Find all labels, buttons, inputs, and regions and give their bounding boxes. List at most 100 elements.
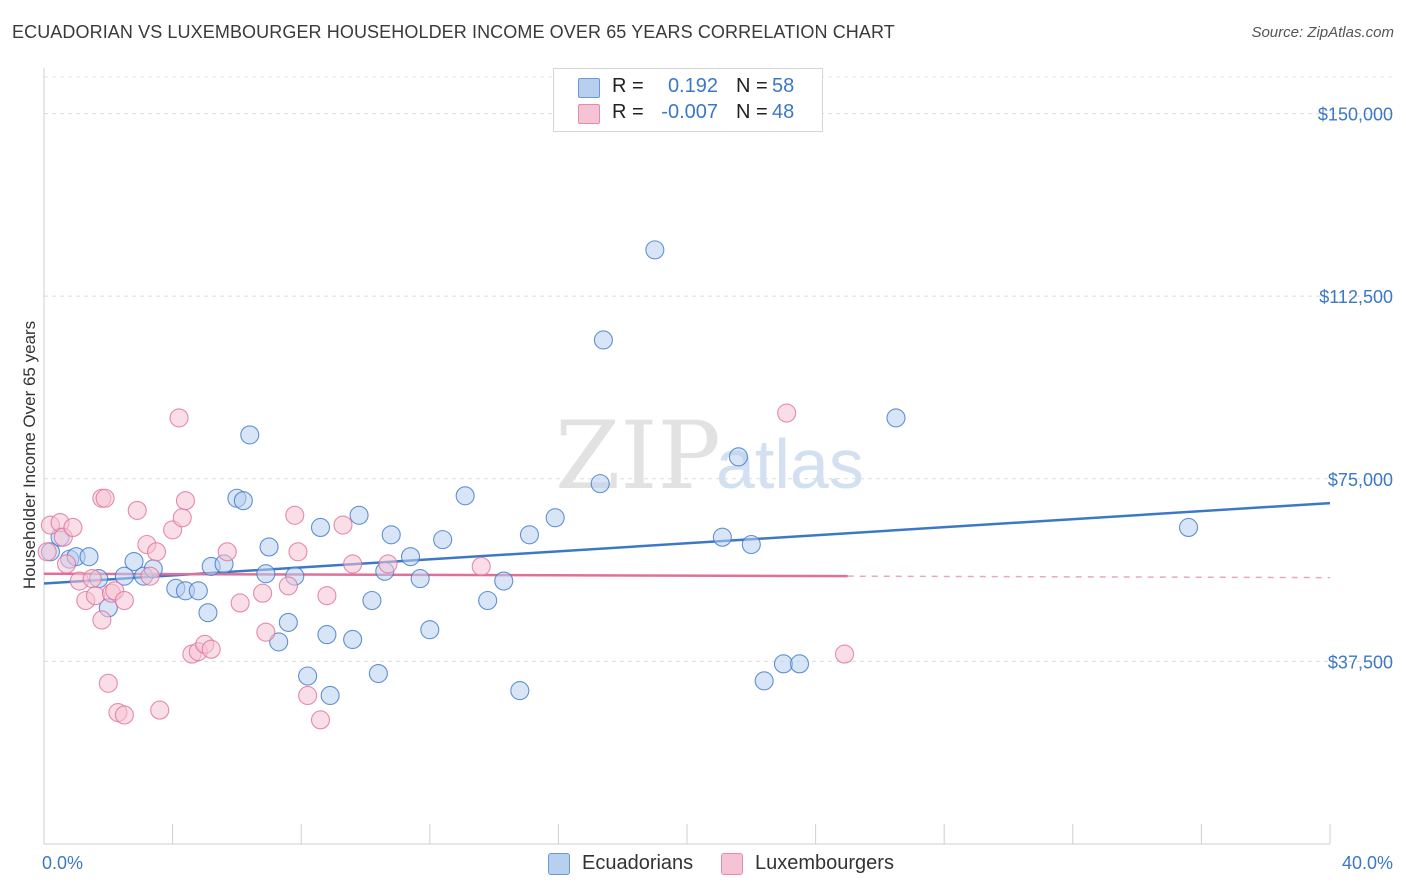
luxembourger-point [256, 622, 276, 642]
ecuadorian-point [368, 664, 388, 684]
legend-n-value: 48 [772, 101, 795, 123]
luxembourger-point [146, 542, 167, 562]
luxembourger-point [95, 488, 115, 508]
luxembourger-point [298, 685, 318, 706]
luxembourger-point [98, 673, 118, 693]
ecuadorian-point [728, 447, 748, 467]
luxembourger-point [82, 569, 102, 589]
ecuadorian-point [198, 603, 218, 623]
ecuadorian-trend-line [43, 501, 1331, 585]
luxembourger-point [175, 491, 196, 511]
y-tick-label: $37,500 [1328, 652, 1393, 672]
ecuadorian-point [789, 654, 810, 674]
y-tick-label: $150,000 [1318, 105, 1393, 125]
x-tick-label: 40.0% [1342, 853, 1393, 873]
ecuadorian-point [188, 581, 208, 601]
ecuadorian-point [590, 474, 610, 494]
ecuadorian-point [510, 681, 530, 701]
watermark-zip: ZIP [555, 402, 721, 511]
legend-swatch-ecuadorians [578, 78, 600, 98]
luxembourger-point [333, 515, 353, 535]
luxembourger-point [317, 586, 337, 606]
ecuadorian-point [433, 530, 453, 550]
luxembourger-point [169, 408, 189, 428]
luxembourger-point [834, 644, 855, 664]
ecuadorian-point [240, 425, 260, 445]
luxembourger-point [777, 403, 797, 423]
ecuadorian-point [494, 571, 514, 591]
ecuadorian-point [773, 654, 794, 674]
luxembourger-point [471, 556, 491, 576]
ecuadorian-point [349, 505, 369, 525]
ecuadorian-point [712, 527, 732, 547]
axes [43, 68, 1331, 845]
legend-n-label: N = [736, 101, 768, 123]
luxembourger-point [92, 610, 112, 630]
luxembourger-trend-line [43, 572, 848, 578]
luxembourger-point [278, 576, 298, 596]
legend-r-value: 0.192 [667, 75, 718, 97]
luxembourger-point [343, 554, 363, 574]
luxembourger-point [56, 554, 77, 574]
legend-r-label: R = [612, 75, 644, 97]
bottom-legend-swatch-ecuadorians [548, 853, 570, 875]
ecuadorian-point [298, 666, 318, 686]
ecuadorian-point [320, 685, 340, 706]
chart-title: ECUADORIAN VS LUXEMBOURGER HOUSEHOLDER I… [12, 22, 895, 42]
ecuadorian-point [478, 590, 498, 611]
luxembourger-point [217, 542, 237, 562]
ecuadorian-point [400, 547, 421, 567]
ecuadorian-point [420, 620, 440, 640]
ecuadorian-point [269, 632, 289, 652]
bottom-legend-label: Luxembourgers [755, 852, 894, 874]
y-axis-title: Householder Income Over 65 years [20, 321, 39, 589]
luxembourger-point [378, 554, 398, 574]
ecuadorian-point [455, 486, 475, 506]
ecuadorian-point [310, 517, 331, 538]
ecuadorian-point [256, 564, 276, 584]
luxembourger-point [114, 590, 134, 611]
luxembourger-point [172, 508, 192, 528]
source-label: Source: ZipAtlas.com [1251, 24, 1394, 41]
legend-n-value: 58 [772, 75, 795, 97]
ecuadorian-point [317, 625, 337, 645]
ecuadorian-point [741, 534, 761, 555]
luxembourger-point [140, 566, 160, 586]
legend-swatch-luxembourgers [578, 104, 600, 124]
ecuadorian-point [343, 629, 363, 650]
luxembourger-point [114, 705, 134, 725]
bottom-legend-label: Ecuadorians [582, 852, 694, 874]
luxembourger-point [63, 517, 83, 538]
ecuadorian-point [886, 408, 906, 428]
luxembourger-point [150, 700, 170, 720]
ecuadorian-point [519, 525, 540, 545]
luxembourger-point [37, 542, 57, 562]
luxembourger-point [253, 583, 273, 603]
ecuadorian-point [381, 525, 401, 545]
y-tick-label: $112,500 [1319, 287, 1393, 307]
ecuadorian-point [362, 590, 382, 611]
stats-legend: R = 0.192 N = 58 R = -0.007 N = 48 [553, 68, 823, 132]
bottom-legend-swatch-luxembourgers [721, 853, 743, 875]
luxembourger-point [201, 639, 221, 659]
ecuadorian-point [593, 330, 613, 350]
ecuadorian-point [79, 547, 99, 567]
ecuadorian-point [278, 612, 298, 632]
data-points [37, 240, 1199, 730]
luxembourger-point [127, 500, 147, 520]
ecuadorian-point [754, 671, 774, 691]
ecuadorian-point [233, 491, 253, 511]
y-tick-label: $75,000 [1328, 470, 1393, 490]
ecuadorian-point [259, 537, 279, 557]
luxembourger-point [230, 593, 250, 613]
luxembourger-point [285, 505, 305, 525]
watermark: ZIP atlas [555, 402, 864, 511]
legend-r-value: -0.007 [661, 101, 718, 123]
ecuadorian-point [114, 566, 134, 586]
trend-lines [43, 501, 1331, 585]
luxembourger-point [310, 710, 331, 730]
luxembourger-point [85, 586, 105, 606]
ecuadorian-point [645, 240, 665, 260]
ecuadorian-point [124, 551, 144, 572]
